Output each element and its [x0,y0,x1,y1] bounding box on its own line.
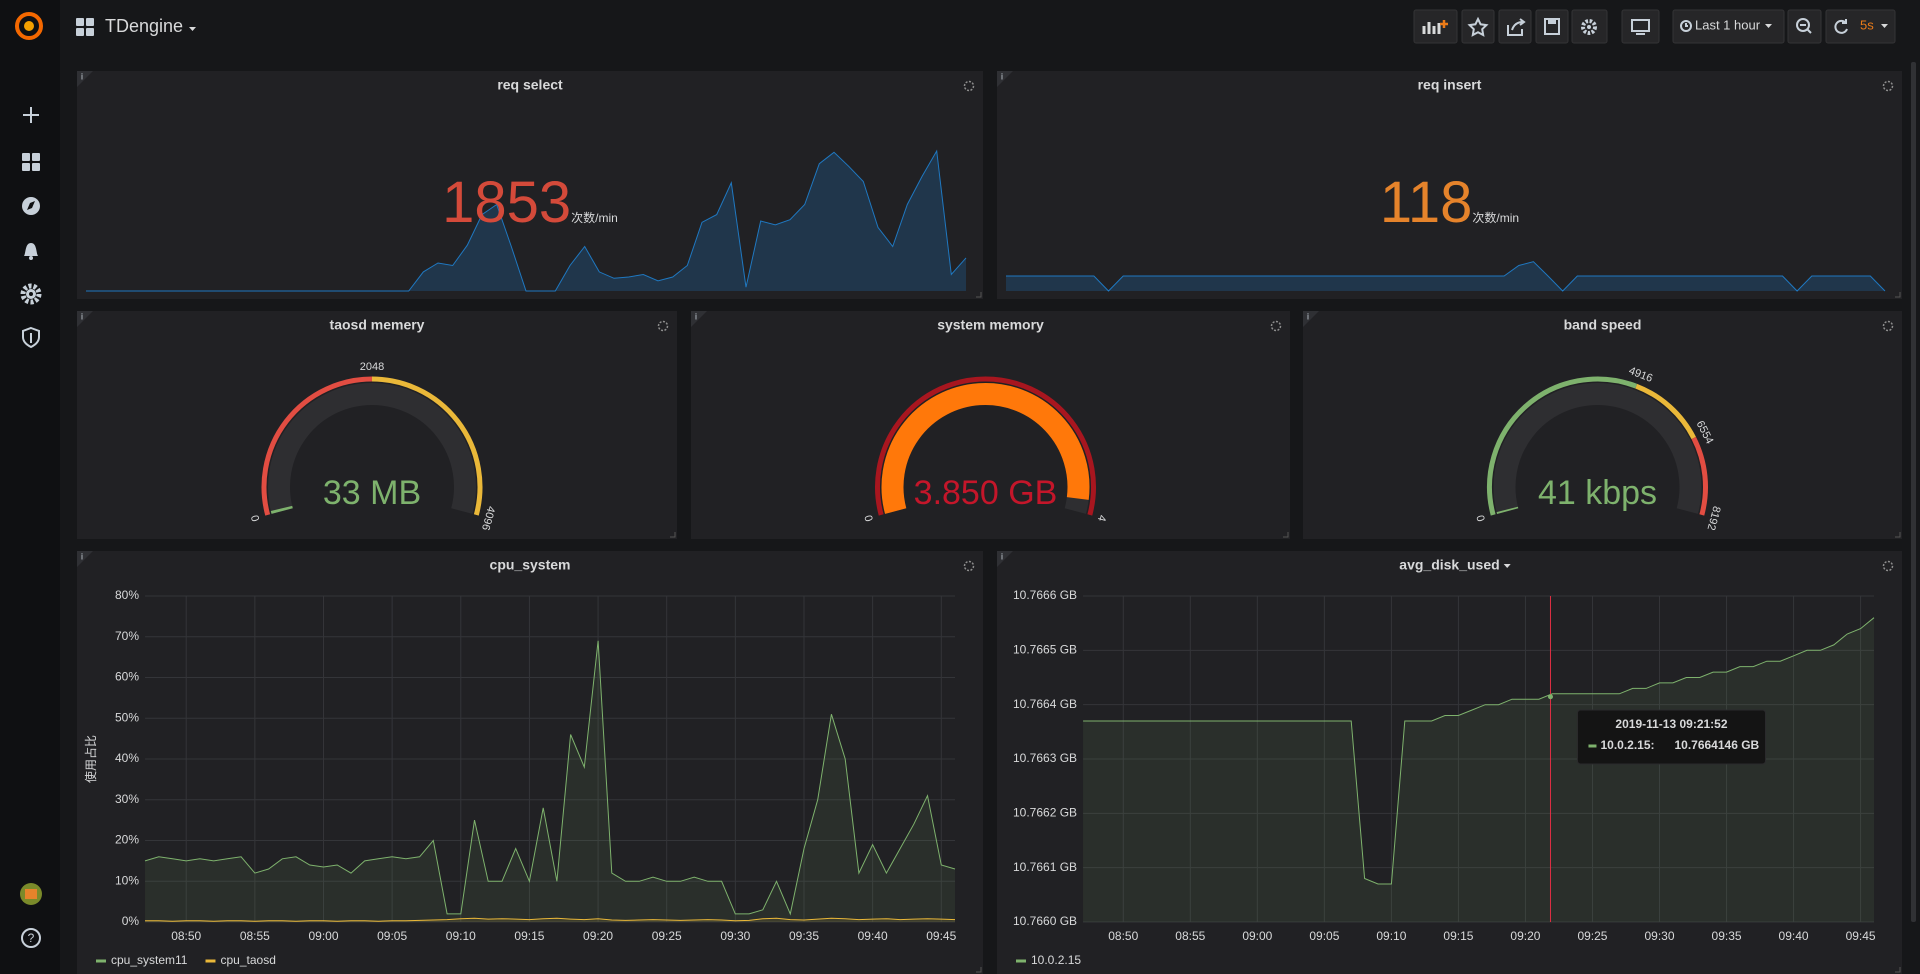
y-tick-label: 10.7660 GB [1013,914,1077,928]
legend-label[interactable]: cpu_taosd [220,953,275,967]
hover-point [1548,694,1553,699]
value: 118 [1380,170,1472,235]
dashboard-title[interactable]: TDengine [105,16,183,36]
tooltip-series: 10.0.2.15: [1600,738,1654,752]
panel: itaosd memery33 MB020484096 [77,311,677,539]
y-tick-label: 0% [122,914,140,928]
x-tick-label: 09:40 [858,929,888,943]
panel-title[interactable]: req insert [1418,77,1482,93]
scrollbar[interactable] [1911,62,1916,922]
panel-info-icon: i [1001,71,1003,81]
time-range[interactable]: Last 1 hour [1695,17,1761,32]
x-tick-label: 09:05 [377,929,407,943]
gauge-value: 3.850 GB [914,474,1058,512]
sidebar: ? [0,0,60,974]
x-tick-label: 09:35 [1712,929,1742,943]
unit: 次数/min [1472,210,1519,225]
gauge-tick-label: 2048 [360,361,384,373]
value: 1853 [442,170,571,235]
y-tick-label: 60% [115,670,139,684]
unit: 次数/min [571,210,618,225]
panel-title[interactable]: req select [497,77,563,93]
x-tick-label: 09:25 [1577,929,1607,943]
x-tick-label: 09:35 [789,929,819,943]
time-picker[interactable]: Last 1 hour [1673,10,1784,43]
y-tick-label: 10.7662 GB [1013,806,1077,820]
panel: isystem memory3.850 GB04 [691,311,1290,539]
x-tick-label: 09:40 [1779,929,1809,943]
panel-title[interactable]: band speed [1564,317,1642,333]
user-avatar[interactable] [20,883,42,905]
x-tick-label: 09:45 [926,929,956,943]
x-tick-label: 09:20 [583,929,613,943]
y-tick-label: 50% [115,710,139,724]
gauge-value: 41 kbps [1538,474,1657,512]
x-tick-label: 09:15 [1443,929,1473,943]
y-tick-label: 10.7663 GB [1013,751,1077,765]
zoom-out-button[interactable] [1788,10,1821,43]
sidebar-bg [0,0,60,974]
panel-title[interactable]: cpu_system [490,557,571,573]
panel-title[interactable]: taosd memery [330,317,425,333]
explore-icon[interactable] [22,197,40,215]
x-tick-label: 09:00 [1242,929,1272,943]
x-tick-label: 08:55 [240,929,270,943]
panel: i req insert 118次数/min [997,71,1902,299]
x-tick-label: 09:30 [720,929,750,943]
refresh-interval[interactable]: 5s [1860,17,1874,32]
y-tick-label: 20% [115,833,139,847]
x-tick-label: 08:55 [1175,929,1205,943]
settings-button[interactable] [1572,10,1607,43]
tooltip-time: 2019-11-13 09:21:52 [1615,717,1727,731]
y-tick-label: 40% [115,751,139,765]
y-tick-label: 10.7661 GB [1013,860,1077,874]
share-button[interactable] [1499,10,1531,43]
y-tick-label: 10.7666 GB [1013,588,1077,602]
x-tick-label: 08:50 [1108,929,1138,943]
x-tick-label: 09:20 [1510,929,1540,943]
panel: i avg_disk_used 10.7660 GB 10.7661 GB 10.766… [997,551,1902,974]
add-panel-button[interactable] [1414,10,1457,43]
panel-title[interactable]: avg_disk_used [1399,557,1499,573]
star-button[interactable] [1462,10,1494,43]
svg-text:?: ? [28,931,35,945]
panel: iband speed41 kbps0491665548192 [1303,311,1902,539]
panel-info-icon: i [81,311,83,321]
x-tick-label: 09:45 [1846,929,1876,943]
tv-mode-button[interactable] [1622,10,1659,43]
y-axis-label: 使用占比 [83,735,98,783]
y-tick-label: 10.7665 GB [1013,643,1077,657]
y-tick-label: 10% [115,873,139,887]
panel: i req select 1853次数/min [77,71,983,299]
y-tick-label: 30% [115,792,139,806]
panel-info-icon: i [1307,311,1309,321]
panel-info-icon: i [695,311,697,321]
y-tick-label: 10.7664 GB [1013,697,1077,711]
gauge-value: 33 MB [323,474,421,512]
x-tick-label: 09:05 [1309,929,1339,943]
panel-info-icon: i [81,551,83,561]
x-tick-label: 09:10 [1376,929,1406,943]
x-tick-label: 09:10 [446,929,476,943]
panel-info-icon: i [1001,551,1003,561]
panel: i cpu_system 0% 10% 20% 30% 40% 50% 60% 70% 80% 08:… [77,551,983,974]
gauge-value-arc [282,508,283,511]
refresh-picker[interactable]: 5s [1826,10,1895,43]
y-tick-label: 70% [115,629,139,643]
x-tick-label: 09:25 [652,929,682,943]
x-tick-label: 09:00 [308,929,338,943]
x-tick-label: 09:30 [1644,929,1674,943]
tooltip-value: 10.7664146 GB [1674,738,1759,752]
panel-title[interactable]: system memory [937,317,1044,333]
save-button[interactable] [1536,10,1568,43]
legend-label[interactable]: cpu_system11 [111,953,188,967]
x-tick-label: 08:50 [171,929,201,943]
y-tick-label: 80% [115,588,139,602]
panel-info-icon: i [81,71,83,81]
x-tick-label: 09:15 [514,929,544,943]
legend-label[interactable]: 10.0.2.15 [1031,953,1081,967]
